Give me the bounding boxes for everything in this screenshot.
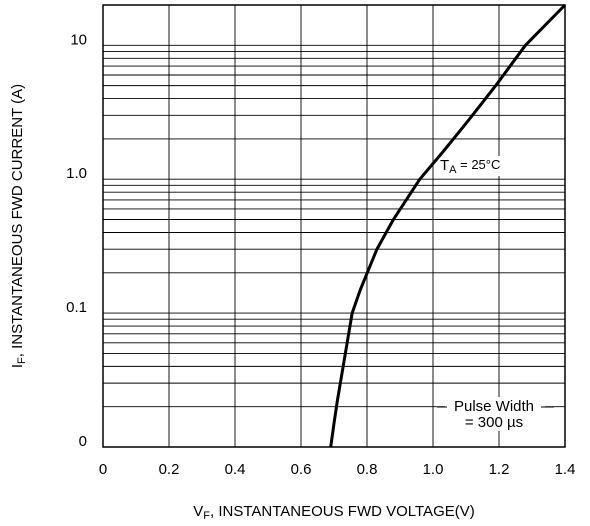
annotation-text: = 25°C <box>457 157 501 172</box>
y-tick-label: 10 <box>70 31 87 48</box>
x-tick-label: 0 <box>99 461 107 478</box>
x-tick-label: 0.4 <box>225 461 246 478</box>
x-tick-label: 0.2 <box>159 461 180 478</box>
x-tick-label: 1.4 <box>555 461 576 478</box>
x-tick-label: 1.0 <box>423 461 444 478</box>
y-axis-label: IF, INSTANTANEOUS FWD CURRENT (A) <box>9 84 28 368</box>
annotation-symbol: T <box>440 157 449 174</box>
plot-frame <box>102 4 566 448</box>
x-tick-label: 1.2 <box>489 461 510 478</box>
x-axis-label: VF, INSTANTANEOUS FWD VOLTAGE(V) <box>193 503 474 522</box>
curve <box>329 3 567 448</box>
y-tick-label: 1.0 <box>66 165 87 182</box>
x-tick-label: 0.6 <box>291 461 312 478</box>
x-tick-label: 0.8 <box>357 461 378 478</box>
annotation: TA = 25°C <box>440 157 500 176</box>
y-tick-label: 0 <box>79 433 87 450</box>
annotation: Pulse Width <box>454 398 534 415</box>
annotation: = 300 µs <box>465 414 523 431</box>
annotation-background <box>436 156 520 176</box>
annotation-background <box>445 397 545 431</box>
annotation-sub: A <box>449 164 457 176</box>
y-tick-label: 0.1 <box>66 299 87 316</box>
